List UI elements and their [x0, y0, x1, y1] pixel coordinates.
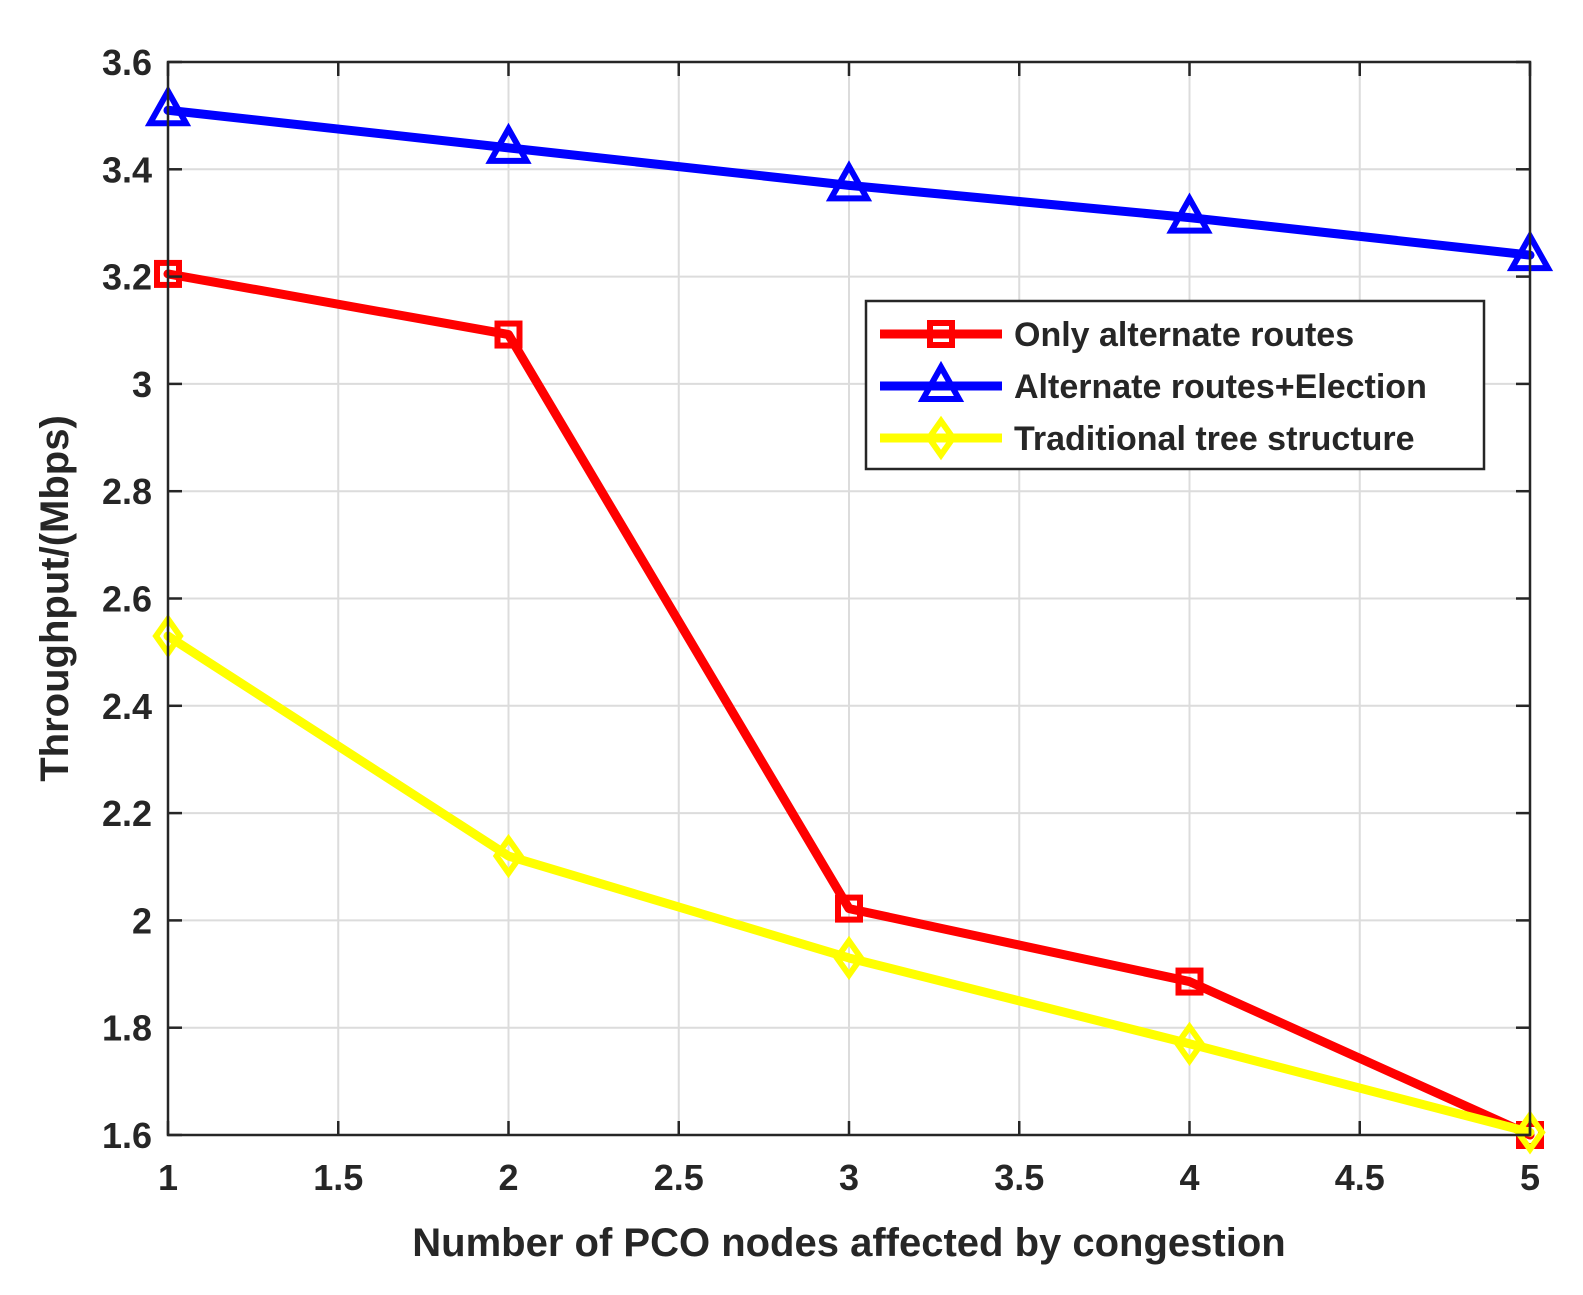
data-point-triangle	[825, 160, 873, 202]
x-tick-label: 1.5	[313, 1157, 363, 1198]
data-point-square	[1175, 967, 1204, 996]
y-tick-label: 3	[132, 364, 152, 405]
x-tick-label: 1	[158, 1157, 178, 1198]
legend-label: Only alternate routes	[1014, 316, 1354, 354]
data-point-square	[494, 320, 523, 349]
legend-marker-square	[927, 320, 955, 348]
x-tick-label: 2.5	[654, 1157, 704, 1198]
series-layer	[144, 85, 1554, 1155]
series-line	[163, 105, 1535, 260]
series-line	[163, 269, 1535, 1140]
legend-marker-diamond	[925, 415, 957, 461]
data-point-triangle	[485, 122, 532, 164]
legend-item: Alternate routes+Election	[880, 360, 1427, 406]
legend-label: Traditional tree structure	[1014, 420, 1415, 458]
y-tick-label: 3.6	[102, 42, 152, 83]
x-tick-label: 2	[498, 1157, 518, 1198]
y-tick-label: 2.6	[102, 579, 152, 620]
y-tick-label: 2	[132, 900, 152, 941]
y-tick-label: 1.8	[102, 1008, 152, 1049]
y-tick-label: 2.4	[102, 686, 152, 727]
axis-ticks: 1 1.5 2 2.5 3 3.5 4 4.5 5 1.6 1.8 2 2.2 2.4 2.6 2.8 3 3.2…	[102, 42, 1540, 1198]
legend-item: Only alternate routes	[880, 316, 1354, 354]
y-tick-label: 3.2	[102, 257, 152, 298]
y-axis-label: Throughput/(Mbps)	[33, 415, 77, 782]
x-tick-label: 4	[1179, 1157, 1199, 1198]
x-tick-label: 3.5	[994, 1157, 1044, 1198]
x-tick-label: 4.5	[1335, 1157, 1385, 1198]
y-tick-label: 2.2	[102, 793, 152, 834]
legend-marker-triangle	[917, 360, 965, 402]
x-tick-label: 3	[839, 1157, 859, 1198]
data-point-diamond	[1514, 1110, 1546, 1155]
y-tick-label: 3.4	[102, 149, 152, 190]
x-tick-label: 5	[1520, 1157, 1540, 1198]
y-tick-label: 1.6	[102, 1115, 152, 1156]
series-line	[163, 631, 1535, 1137]
data-point-triangle	[1166, 192, 1213, 234]
data-point-diamond	[1173, 1021, 1206, 1066]
data-point-square	[835, 894, 863, 923]
y-tick-label: 2.8	[102, 471, 152, 512]
legend-label: Alternate routes+Election	[1014, 368, 1427, 406]
legend-item: Traditional tree structure	[880, 415, 1415, 461]
legend: Only alternate routes Alternate routes+El…	[864, 299, 1486, 471]
data-point-diamond	[492, 833, 525, 879]
data-point-diamond	[833, 935, 865, 981]
x-axis-label: Number of PCO nodes affected by congesti…	[412, 1221, 1285, 1265]
